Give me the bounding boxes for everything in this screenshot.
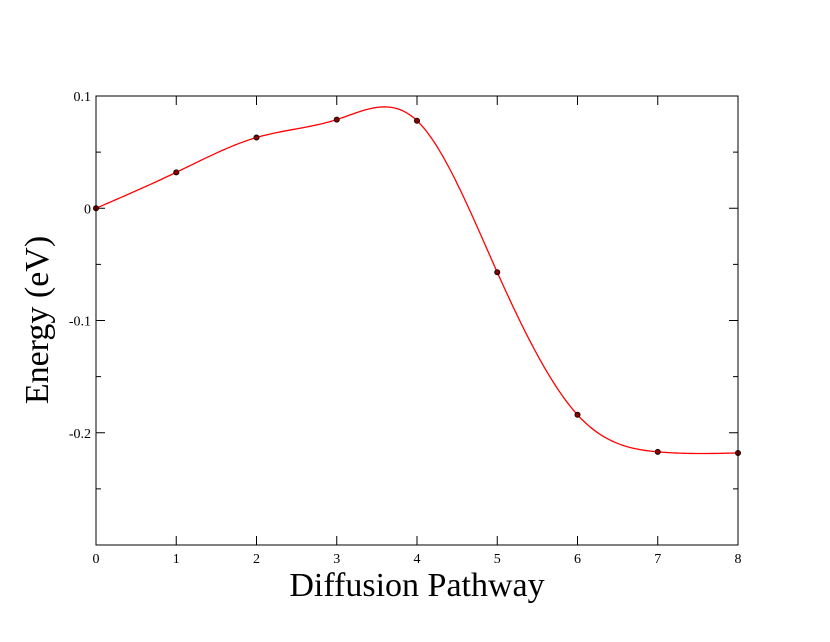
x-tick-label: 0 <box>93 552 100 567</box>
data-point <box>253 134 260 141</box>
data-point <box>494 269 501 276</box>
x-tick-label: 1 <box>173 552 180 567</box>
plot-frame <box>95 95 739 546</box>
data-point <box>574 411 581 418</box>
y-tick-label: -0.2 <box>69 427 91 442</box>
ticks-layer <box>95 95 739 545</box>
x-tick-label: 2 <box>253 552 260 567</box>
y-axis-title: Energy (eV) <box>19 236 56 404</box>
x-tick-label: 6 <box>574 552 581 567</box>
data-point <box>333 116 340 123</box>
data-point <box>173 169 180 176</box>
y-tick-label: -0.1 <box>69 315 91 330</box>
x-tick-label: 7 <box>654 552 661 567</box>
x-tick-label: 5 <box>494 552 501 567</box>
y-tick-label: 0 <box>84 202 91 217</box>
x-axis-title: Diffusion Pathway <box>289 567 544 604</box>
x-tick-label: 3 <box>333 552 340 567</box>
y-tick-label: 0.1 <box>74 90 92 105</box>
x-tick-label: 4 <box>414 552 421 567</box>
labels-layer: 0 1 2 3 4 5 6 7 8 0.1 0 -0.1 -0.2 <box>69 90 742 567</box>
data-point <box>654 448 661 455</box>
points-layer <box>93 116 742 456</box>
energy-curve <box>95 106 739 455</box>
data-point <box>413 117 420 124</box>
x-tick-label: 8 <box>735 552 742 567</box>
